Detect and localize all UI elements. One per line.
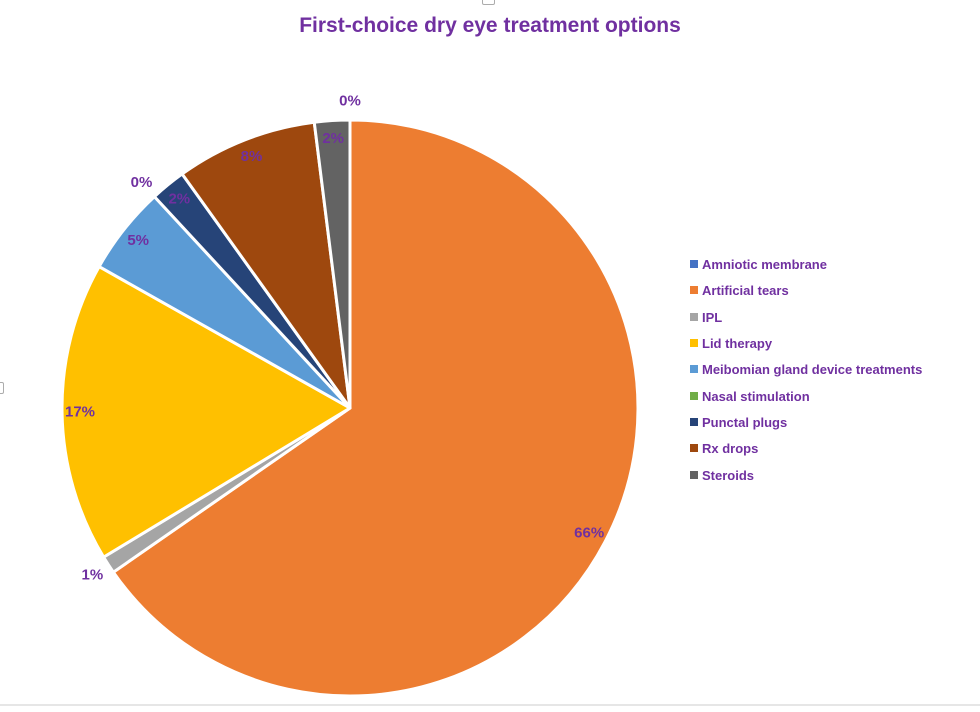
data-label-punctal-plugs: 2% — [168, 190, 190, 207]
chart-resize-handle-top-center[interactable] — [482, 0, 495, 5]
legend-label: Steroids — [702, 467, 755, 483]
legend-marker-icon — [690, 444, 698, 453]
data-label-steroids: 2% — [322, 130, 344, 147]
data-label-amniotic-membrane: 0% — [339, 93, 361, 110]
legend-label: Artificial tears — [702, 283, 789, 299]
legend-marker-icon — [690, 286, 698, 295]
legend-label: Lid therapy — [702, 336, 773, 352]
data-label-artificial-tears: 66% — [574, 525, 604, 542]
data-label-nasal-stimulation: 0% — [131, 174, 153, 191]
legend-marker-icon — [690, 417, 698, 426]
legend-label: Rx drops — [702, 441, 759, 457]
chart-resize-handle-middle-left[interactable] — [0, 382, 4, 394]
legend-item-punctal-plugs[interactable]: Punctal plugs — [690, 409, 922, 435]
pie-slice-steroids[interactable] — [312, 118, 352, 410]
legend-item-amniotic-membrane[interactable]: Amniotic membrane — [690, 251, 922, 277]
legend-marker-icon — [690, 391, 698, 400]
legend-marker-icon — [690, 312, 698, 321]
legend-item-meibomian-gland-device-treatments[interactable]: Meibomian gland device treatments — [690, 356, 922, 382]
chart-border-bottom — [0, 704, 980, 706]
data-label-rx-drops: 8% — [241, 148, 263, 165]
legend: Amniotic membrane Artificial tears IPL Lid … — [690, 251, 922, 488]
pie-slice-lid-therapy[interactable] — [60, 265, 352, 559]
legend-marker-icon — [690, 260, 698, 269]
legend-label: Amniotic membrane — [702, 257, 827, 273]
legend-item-ipl[interactable]: IPL — [690, 304, 922, 330]
legend-label: Punctal plugs — [702, 414, 788, 430]
legend-item-lid-therapy[interactable]: Lid therapy — [690, 330, 922, 356]
chart-title: First-choice dry eye treatment options — [299, 14, 681, 37]
legend-label: Nasal stimulation — [702, 388, 810, 404]
legend-label: IPL — [702, 309, 723, 325]
data-label-meibomian-gland-device-treatments: 5% — [127, 232, 149, 249]
pie-slice-rx-drops[interactable] — [180, 120, 352, 410]
legend-label: Meibomian gland device treatments — [702, 362, 923, 378]
data-label-ipl: 1% — [82, 567, 104, 584]
legend-item-rx-drops[interactable]: Rx drops — [690, 435, 922, 461]
data-label-lid-therapy: 17% — [65, 404, 95, 421]
legend-marker-icon — [690, 470, 698, 479]
pie-slice-artificial-tears[interactable] — [111, 118, 640, 698]
legend-item-artificial-tears[interactable]: Artificial tears — [690, 277, 922, 303]
legend-marker-icon — [690, 339, 698, 348]
legend-item-nasal-stimulation[interactable]: Nasal stimulation — [690, 382, 922, 408]
legend-item-steroids[interactable]: Steroids — [690, 461, 922, 487]
legend-marker-icon — [690, 365, 698, 374]
